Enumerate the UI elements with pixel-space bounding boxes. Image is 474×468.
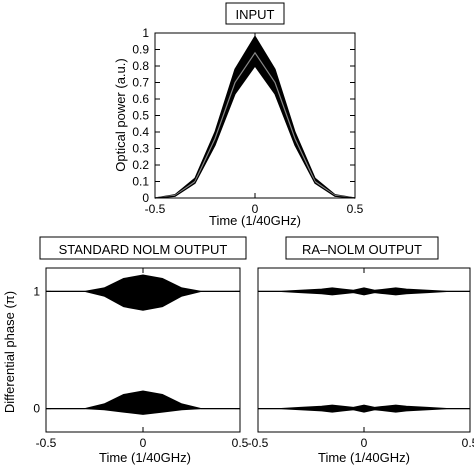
y-tick-label: 0.3 [132, 142, 149, 156]
input-x-ticks: -0.5 0 0.5 [145, 33, 364, 216]
x-tick-label: 0 [140, 436, 147, 450]
input-title-box [225, 2, 285, 25]
phase-series-line [258, 404, 470, 410]
phase-series-line [258, 408, 470, 413]
x-tick-label: -0.5 [36, 436, 57, 450]
x-tick-label: 0.5 [347, 202, 364, 216]
standard-nolm-y-axis-label: Differential phase (π) [2, 291, 17, 413]
phase-series-line [258, 287, 470, 292]
ra-nolm-x-ticks: -0.5 0 0.5 [248, 268, 474, 450]
x-tick-label: -0.5 [248, 436, 269, 450]
input-pulse-band [155, 36, 355, 198]
y-tick-label: 0 [33, 402, 40, 416]
y-tick-label: 1 [33, 284, 40, 298]
standard-nolm-x-axis-label: Time (1/40GHz) [99, 450, 191, 465]
standard-nolm-y-ticks: 01 [33, 284, 240, 416]
input-series-line [154, 64, 356, 199]
ra-nolm-plot-area [258, 287, 470, 413]
ra-nolm-title-box [285, 236, 439, 260]
y-tick-label: 0 [142, 191, 149, 205]
input-y-ticks: 0 0.1 0.2 0.3 0.4 0.5 0.6 0.7 0.8 0.9 1 [132, 26, 355, 205]
y-tick-label: 0.9 [132, 43, 149, 57]
standard-nolm-title: STANDARD NOLM OUTPUT [59, 242, 228, 257]
y-tick-label: 0.5 [132, 109, 149, 123]
y-tick-label: 0.1 [132, 175, 149, 189]
standard-nolm-panel: STANDARD NOLM OUTPUT 01 -0.5 0 0.5 Time (1… [2, 236, 249, 465]
input-series-line [154, 51, 356, 199]
input-plot-area [154, 35, 356, 199]
x-tick-label: 0 [361, 436, 368, 450]
y-tick-label: 0.7 [132, 76, 149, 90]
phase-band-one [46, 275, 240, 311]
x-tick-label: 0.5 [462, 436, 474, 450]
x-tick-label: -0.5 [145, 202, 166, 216]
standard-nolm-title-box [39, 236, 247, 260]
y-tick-label: 0.6 [132, 92, 149, 106]
phase-series-line [258, 290, 470, 296]
x-tick-label: 0 [252, 202, 259, 216]
phase-band-zero [46, 391, 240, 415]
input-panel: INPUT 0 0.1 0.2 0.3 0.4 0.5 0.6 0.7 0.8 0.9 1 -0.5… [113, 2, 364, 228]
y-tick-label: 0.2 [132, 158, 149, 172]
input-x-axis-label: Time (1/40GHz) [209, 213, 301, 228]
y-tick-label: 0.8 [132, 59, 149, 73]
ra-nolm-x-axis-label: Time (1/40GHz) [318, 450, 410, 465]
x-tick-label: 0.5 [232, 436, 249, 450]
standard-nolm-plot-area [46, 274, 240, 415]
input-title: INPUT [236, 7, 275, 22]
ra-nolm-panel: RA–NOLM OUTPUT -0.5 0 0.5 Time (1/40GHz) [248, 236, 474, 465]
y-tick-label: 1 [142, 26, 149, 40]
y-tick-label: 0.4 [132, 125, 149, 139]
standard-nolm-x-ticks: -0.5 0 0.5 [36, 268, 249, 450]
ra-nolm-title: RA–NOLM OUTPUT [302, 242, 422, 257]
input-y-axis-label: Optical power (a.u.) [113, 58, 128, 171]
